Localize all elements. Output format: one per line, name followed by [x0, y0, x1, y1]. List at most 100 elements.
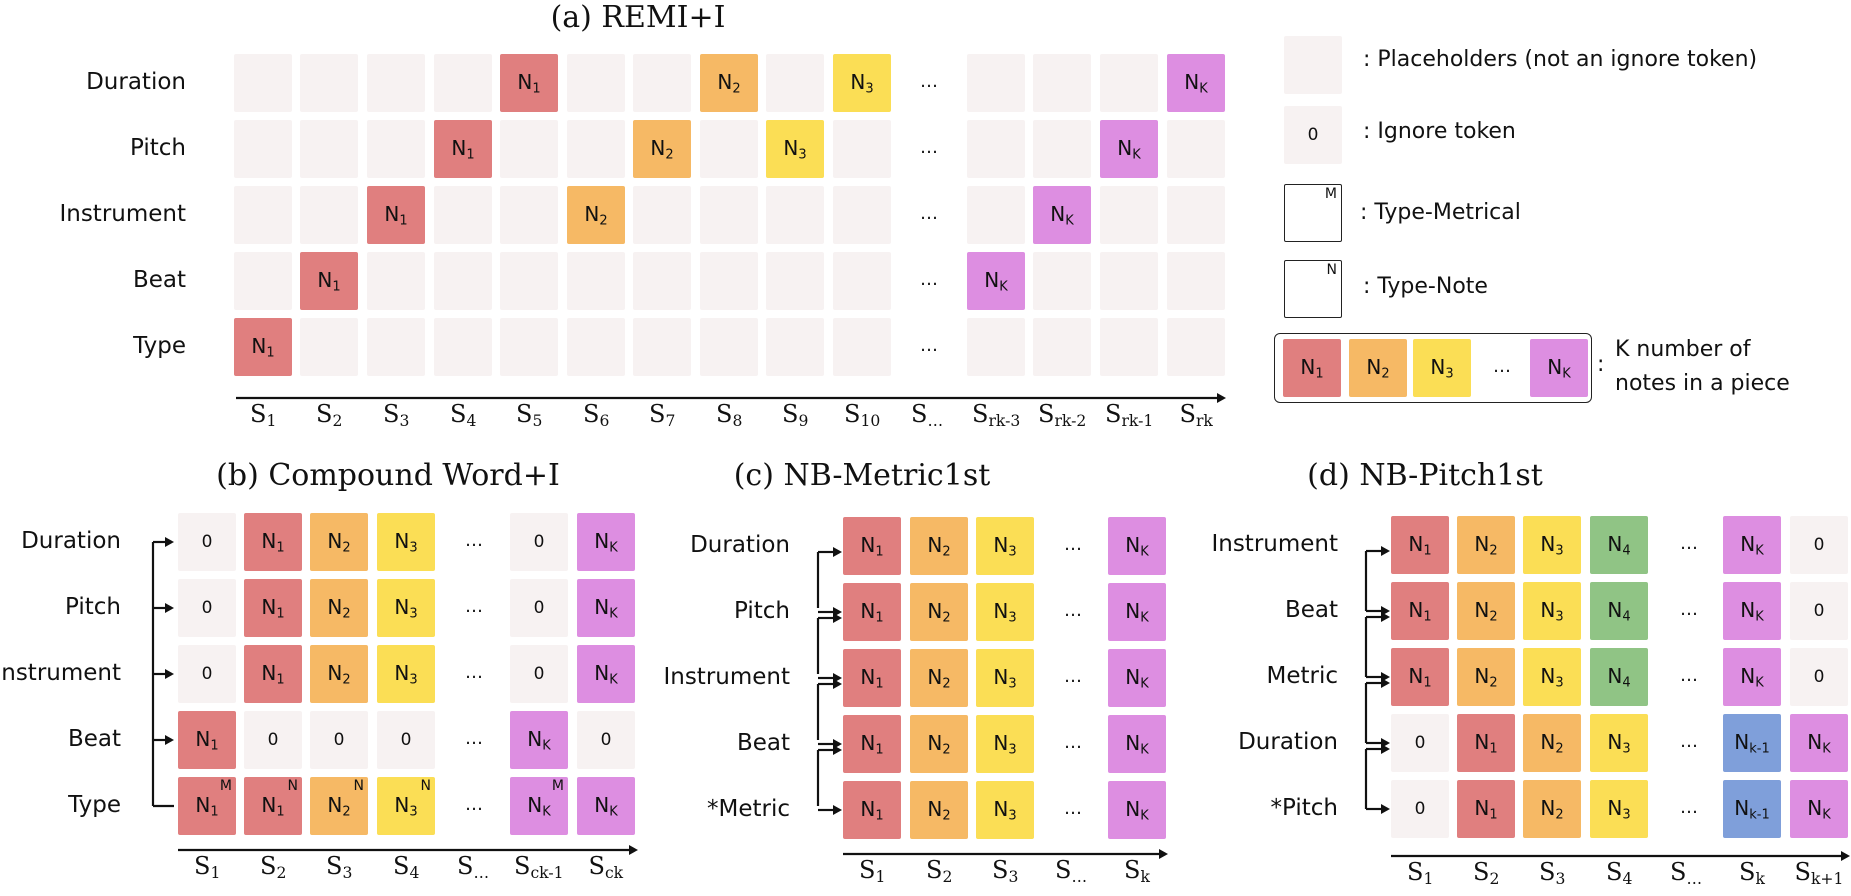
panel-a-r3c12-placeholder [1033, 252, 1091, 310]
panel-d-ellipsis-4: … [1680, 797, 1698, 818]
panel-b-r1c0-ignore-token: 0 [178, 579, 236, 637]
panel-c-r3c1-note-token: N2 [910, 715, 968, 773]
panel-d-ellipsis-0: … [1680, 533, 1698, 554]
panel-a-r2c7-placeholder [700, 186, 758, 244]
panel-b-r2c3-note-token: N3 [377, 645, 435, 703]
panel-b-r0c6-note-token: NK [577, 513, 635, 571]
panel-b-r4c6-note-token: NK [577, 777, 635, 835]
panel-b-col-label-1: S2 [260, 852, 287, 882]
panel-d-chain-head-3 [1381, 804, 1390, 814]
panel-d-r2c1-note-token: N2 [1457, 648, 1515, 706]
panel-d-r2c2-note-token: N3 [1523, 648, 1581, 706]
panel-d-r0c1-note-token: N2 [1457, 516, 1515, 574]
panel-a-r0c6-placeholder [633, 54, 691, 112]
panel-a-r4c7-placeholder [700, 318, 758, 376]
panel-c-r4c1-note-token: N2 [910, 781, 968, 839]
panel-a-r3c0-placeholder [234, 252, 292, 310]
legend-notes-ellipsis: … [1493, 356, 1511, 377]
panel-a-r3c13-placeholder [1100, 252, 1158, 310]
panel-b-feed-head-3 [165, 735, 174, 745]
panel-a-r4c3-placeholder [434, 318, 492, 376]
panel-c-r1c4-note-token: NK [1108, 583, 1166, 641]
panel-a-r0c14-note-token: NK [1167, 54, 1225, 112]
panel-c-title: (c) NB-Metric1st [733, 458, 991, 493]
panel-b-r2c5-ignore-token: 0 [510, 645, 568, 703]
panel-a-row-label-0: Duration [86, 69, 186, 95]
panel-b-r1c5-ignore-token: 0 [510, 579, 568, 637]
panel-a-r0c8-placeholder [766, 54, 824, 112]
panel-a-r3c11-note-token: NK [967, 252, 1025, 310]
panel-c-r1c2-note-token: N3 [976, 583, 1034, 641]
panel-a-r0c13-placeholder [1100, 54, 1158, 112]
legend-ignore-symbol: 0 [1307, 125, 1319, 145]
panel-b-r0c2-note-token: N2 [310, 513, 368, 571]
panel-b-row-label-1: Pitch [65, 594, 121, 620]
legend-ignore-text: : Ignore token [1363, 119, 1516, 144]
panel-a-r0c5-placeholder [567, 54, 625, 112]
panel-d-col-label-0: S1 [1407, 858, 1434, 888]
panel-c-r3c2-note-token: N3 [976, 715, 1034, 773]
panel-d-r3c1-note-token: N1 [1457, 714, 1515, 772]
panel-d-col-label-1: S2 [1473, 858, 1500, 888]
panel-a-col-label-4: S5 [516, 400, 543, 430]
panel-a-r3c7-placeholder [700, 252, 758, 310]
panel-a-r2c13-placeholder [1100, 186, 1158, 244]
panel-a-r4c1-placeholder [300, 318, 358, 376]
panel-b-ellipsis-2: … [465, 662, 483, 683]
panel-a-r0c0-placeholder [234, 54, 292, 112]
panel-a-r0c4-note-token: N1 [500, 54, 558, 112]
panel-c-r0c0-note-token: N1 [843, 517, 901, 575]
panel-d-r1c6-ignore-token: 0 [1790, 582, 1848, 640]
panel-c-col-label-2: S3 [992, 856, 1019, 886]
panel-a-r2c12-note-token: NK [1033, 186, 1091, 244]
panel-b-row-label-0: Duration [21, 528, 121, 554]
panel-a-r0c1-placeholder [300, 54, 358, 112]
panel-b-feed-head-1 [165, 603, 174, 613]
panel-c-r3c4-note-token: NK [1108, 715, 1166, 773]
legend-notes-line2: notes in a piece [1615, 371, 1790, 396]
panel-b-r2c1-note-token: N1 [244, 645, 302, 703]
panel-b-x-axis-arrowhead [629, 845, 638, 855]
legend-metrical-swatch: M [1284, 184, 1342, 242]
panel-b-r4c5-note-token: NK M [510, 777, 568, 835]
panel-a-r1c0-placeholder [234, 120, 292, 178]
panel-c-r2c2-note-token: N3 [976, 649, 1034, 707]
panel-a-r2c11-placeholder [967, 186, 1025, 244]
panel-a-r1c6-note-token: N2 [633, 120, 691, 178]
panel-b-r4c0-note-token: N1 M [178, 777, 236, 835]
panel-a-ellipsis-4: … [920, 335, 938, 356]
panel-b-r3c3-ignore-token: 0 [377, 711, 435, 769]
panel-a-r0c9-note-token: N3 [833, 54, 891, 112]
panel-a-row-label-3: Beat [132, 267, 186, 293]
panel-a-col-label-10: S… [911, 400, 944, 430]
legend-placeholder-text: : Placeholders (not an ignore token) [1363, 47, 1758, 72]
panel-a-col-label-9: S10 [844, 400, 881, 430]
panel-a-col-label-13: Srk-1 [1105, 400, 1154, 430]
panel-a-col-label-1: S2 [316, 400, 343, 430]
legend-notes-swatch-0-note-token: N1 [1283, 339, 1341, 397]
panel-c-r1c0-note-token: N1 [843, 583, 901, 641]
panel-d-r3c6-note-token: NK [1790, 714, 1848, 772]
panel-b-col-label-6: Sck [588, 852, 624, 882]
panel-a-r3c1-note-token: N1 [300, 252, 358, 310]
panel-c-col-label-4: Sk [1124, 856, 1150, 886]
panel-a-r4c13-placeholder [1100, 318, 1158, 376]
panel-b-col-label-5: Sck-1 [514, 852, 564, 882]
legend-metrical-symbol: M [1324, 186, 1337, 202]
panel-b-r1c6-note-token: NK [577, 579, 635, 637]
panel-a-row-label-1: Pitch [130, 135, 186, 161]
panel-d-r1c3-note-token: N4 [1590, 582, 1648, 640]
panel-d-ellipsis-1: … [1680, 599, 1698, 620]
panel-d-r4c2-note-token: N2 [1523, 780, 1581, 838]
panel-b-r0c3-note-token: N3 [377, 513, 435, 571]
panel-a-col-label-11: Srk-3 [972, 400, 1021, 430]
panel-a-r4c2-placeholder [367, 318, 425, 376]
panel-b-r2c0-ignore-token: 0 [178, 645, 236, 703]
panel-d-r2c6-ignore-token: 0 [1790, 648, 1848, 706]
panel-d-chain-tophead-2 [1381, 678, 1390, 688]
panel-c-r2c0-note-token: N1 [843, 649, 901, 707]
panel-b-r3c2-ignore-token: 0 [310, 711, 368, 769]
panel-b-r3c6-ignore-token: 0 [577, 711, 635, 769]
panel-c-r0c4-note-token: NK [1108, 517, 1166, 575]
